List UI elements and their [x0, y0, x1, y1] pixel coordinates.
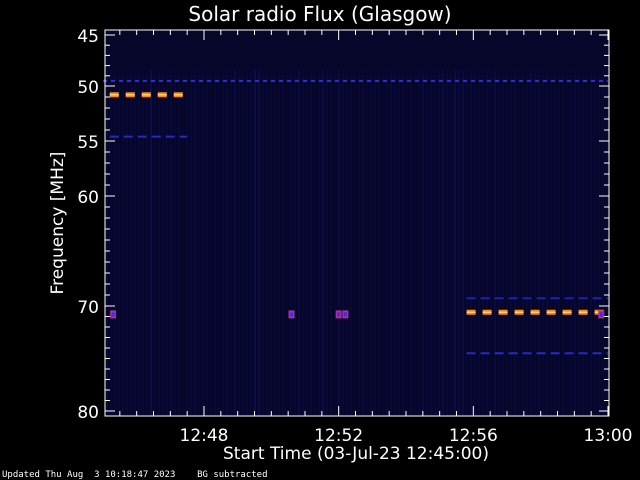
y-tick-label: 45	[77, 27, 99, 47]
y-tick-label: 55	[77, 133, 99, 153]
spot-2-core	[290, 312, 294, 317]
spot-4-core	[343, 312, 347, 317]
footer-note: BG subtracted	[197, 470, 268, 480]
y-tick-label: 70	[77, 298, 99, 318]
plot-background	[105, 30, 609, 416]
spot-3-core	[337, 312, 341, 317]
y-tick-label: 60	[77, 188, 99, 208]
noise-streaks	[106, 70, 608, 416]
x-tick-label: 12:56	[449, 426, 498, 446]
chart-title: Solar radio Flux (Glasgow)	[188, 2, 452, 26]
plot-frame	[104, 29, 610, 417]
spot-5-core	[599, 312, 603, 317]
x-tick-label: 12:48	[180, 426, 229, 446]
y-tick-label: 50	[77, 78, 99, 98]
footer-updated: Updated Thu Aug 3 10:18:47 2023	[2, 470, 176, 480]
y-axis-label: Frequency [MHz]	[48, 151, 68, 295]
x-axis-label: Start Time (03-Jul-23 12:45:00)	[223, 444, 489, 464]
x-tick-label: 12:52	[314, 426, 363, 446]
x-tick-label: 13:00	[584, 426, 633, 446]
spot-1-core	[111, 312, 115, 317]
footer-status: Updated Thu Aug 3 10:18:47 2023 BG subtr…	[2, 470, 268, 480]
y-tick-label: 80	[77, 403, 99, 423]
